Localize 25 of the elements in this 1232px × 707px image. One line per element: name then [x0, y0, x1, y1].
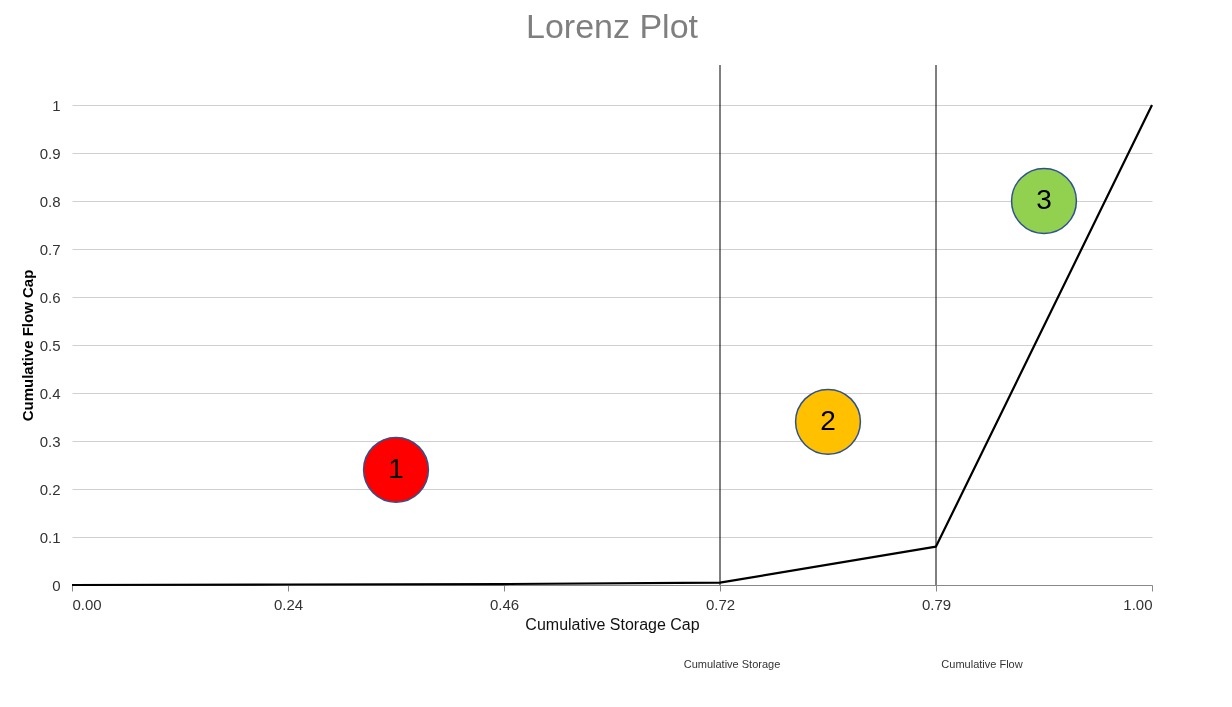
x-tick-label: 1.00 [1123, 595, 1153, 613]
y-tick-label: 0.3 [39, 432, 61, 450]
x-axis-title: Cumulative Storage Cap [525, 615, 700, 633]
y-tick-label: 1 [52, 96, 61, 114]
chart-title: Lorenz Plot [526, 6, 699, 45]
annotation: 2 [820, 404, 836, 436]
y-axis-title: Cumulative Flow Cap [18, 269, 36, 422]
y-tick-label: 0.8 [39, 192, 61, 210]
x-tick-label: 0.00 [72, 595, 102, 613]
y-tick-label: 0.9 [39, 144, 61, 162]
y-tick-label: 0.7 [39, 240, 61, 258]
annotation: 3 [1036, 184, 1052, 215]
x-tick-label: 0.79 [921, 595, 952, 613]
text: Cumulative Storage [683, 658, 781, 670]
x-tick-label: 0.46 [489, 595, 520, 613]
y-tick-label: 0.6 [39, 288, 61, 306]
text: Cumulative Flow [941, 658, 1023, 670]
y-tick-label: 0 [52, 576, 61, 594]
y-tick-label: 0.2 [39, 480, 61, 498]
x-tick-label: 0.72 [705, 595, 736, 613]
y-tick-label: 0.1 [39, 528, 61, 546]
y-tick-label: 0.5 [39, 336, 61, 354]
x-tick-label: 0.24 [273, 595, 304, 613]
y-tick-label: 0.4 [39, 384, 61, 402]
annotation: 1 [388, 452, 404, 484]
